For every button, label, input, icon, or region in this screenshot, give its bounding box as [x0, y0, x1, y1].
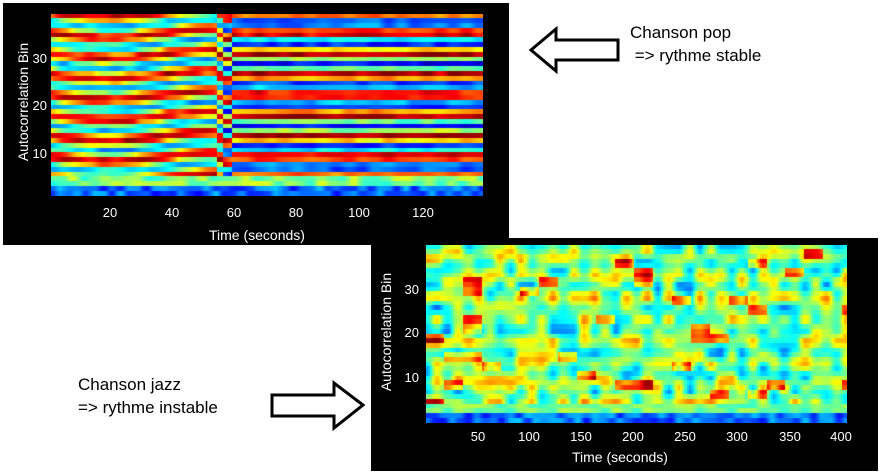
jazz-caption: Chanson jazz => rythme instable [78, 374, 218, 420]
jazz-y-axis-label: Autocorrelation Bin [378, 272, 394, 392]
pop-x-tick: 120 [412, 205, 434, 220]
jazz-x-tick: 400 [830, 429, 852, 444]
pop-y-tick: 10 [32, 146, 47, 161]
pop-x-tick: 60 [226, 205, 242, 220]
left-arrow-icon [528, 25, 620, 75]
jazz-heatmap-panel: 30 20 10 50 100 150 200 250 300 350 400 … [371, 238, 878, 471]
pop-caption: Chanson pop => rythme stable [630, 22, 761, 68]
jazz-heatmap-plot [426, 245, 847, 423]
pop-caption-detail: => rythme stable [630, 45, 762, 65]
jazz-x-tick: 250 [674, 429, 696, 444]
jazz-y-tick: 30 [404, 282, 419, 297]
jazz-x-tick: 100 [518, 429, 540, 444]
jazz-caption-detail: => rythme instable [78, 397, 218, 417]
pop-heatmap-panel: 30 20 10 20 40 60 80 100 120 Time (secon… [3, 3, 509, 245]
jazz-caption-title: Chanson jazz [78, 375, 182, 394]
pop-y-axis-label: Autocorrelation Bin [15, 42, 31, 162]
pop-x-tick: 20 [102, 205, 118, 220]
pop-x-tick: 80 [288, 205, 304, 220]
jazz-x-tick: 50 [470, 429, 486, 444]
jazz-x-tick: 350 [779, 429, 801, 444]
pop-x-tick: 100 [348, 205, 370, 220]
pop-y-tick: 20 [32, 98, 47, 113]
jazz-x-tick: 200 [622, 429, 644, 444]
pop-heatmap-plot [51, 14, 483, 196]
jazz-x-tick: 300 [726, 429, 748, 444]
jazz-x-axis-label: Time (seconds) [572, 449, 668, 465]
pop-caption-title: Chanson pop [630, 23, 732, 42]
pop-x-axis-label: Time (seconds) [209, 227, 305, 243]
right-arrow-icon [270, 379, 366, 432]
jazz-y-tick: 20 [404, 325, 419, 340]
pop-x-tick: 40 [164, 205, 180, 220]
jazz-y-tick: 10 [404, 370, 419, 385]
jazz-x-tick: 150 [570, 429, 592, 444]
pop-y-tick: 30 [32, 51, 47, 66]
